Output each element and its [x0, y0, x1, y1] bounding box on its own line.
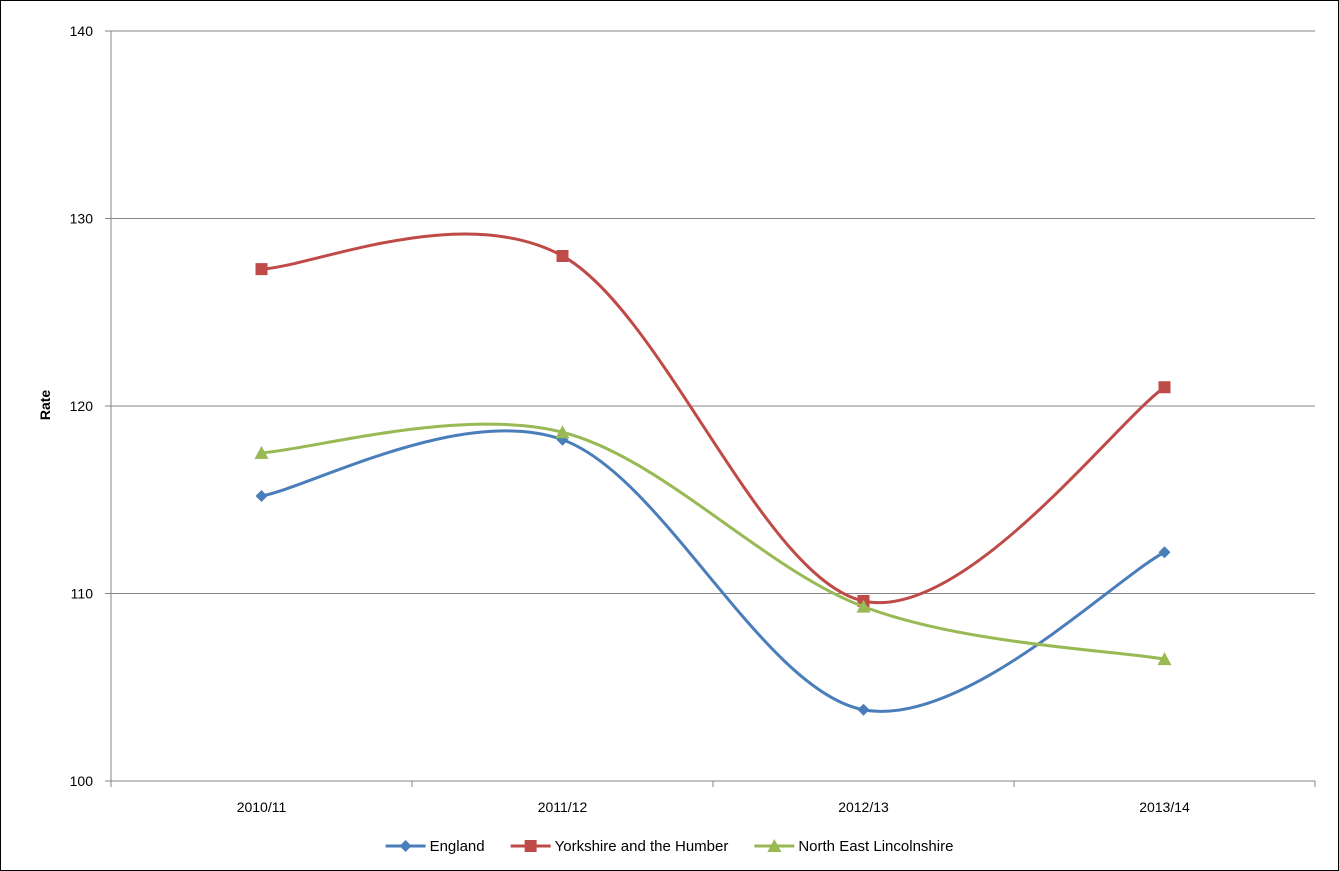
- y-axis-title: Rate: [37, 390, 53, 421]
- data-point-yorkshire-and-the-humber: [556, 250, 569, 262]
- data-point-yorkshire-and-the-humber: [255, 263, 268, 276]
- data-point-north-east-lincolnshire: [1157, 652, 1172, 666]
- legend-swatch-marker: [524, 840, 537, 852]
- data-point-north-east-lincolnshire: [856, 599, 871, 613]
- legend-label: England: [430, 838, 485, 855]
- legend-label: North East Lincolnshire: [798, 838, 953, 855]
- x-tick-label: 2010/11: [237, 799, 287, 815]
- data-point-england: [857, 703, 870, 716]
- series-north-east-lincolnshire: [254, 422, 1172, 666]
- y-tick-label: 140: [70, 23, 94, 39]
- legend-item: England: [385, 838, 485, 855]
- series-line-yorkshire-and-the-humber: [261, 232, 1166, 605]
- legend-item: Yorkshire and the Humber: [510, 838, 729, 855]
- data-point-north-east-lincolnshire: [254, 445, 269, 459]
- series: [254, 232, 1172, 716]
- x-tick-label: 2012/13: [838, 799, 889, 815]
- x-tick-label: 2011/12: [538, 799, 588, 815]
- y-tick-label: 120: [70, 398, 94, 414]
- y-tick-labels: 100 110 120 130 140: [70, 23, 94, 789]
- y-tick-label: 100: [70, 773, 94, 789]
- legend-swatch-marker: [767, 839, 782, 852]
- legend-swatch-marker: [399, 840, 412, 852]
- series-line-england: [261, 429, 1166, 713]
- y-tick-label: 110: [71, 586, 94, 602]
- y-tick-label: 130: [70, 211, 94, 227]
- axes: [105, 30, 1316, 787]
- data-point-england: [1158, 546, 1171, 559]
- data-point-north-east-lincolnshire: [555, 425, 570, 439]
- gridlines: [111, 30, 1315, 594]
- series-yorkshire-and-the-humber: [255, 232, 1171, 607]
- legend-item: North East Lincolnshire: [754, 838, 953, 855]
- series-line-north-east-lincolnshire: [261, 422, 1165, 661]
- x-tick-labels: 2010/11 2011/12 2012/13 2013/14: [237, 799, 1190, 815]
- data-point-yorkshire-and-the-humber: [1158, 381, 1171, 394]
- x-tick-label: 2013/14: [1139, 799, 1190, 815]
- series-england: [255, 429, 1171, 716]
- legend: England Yorkshire and the Humber North Eas…: [385, 838, 953, 855]
- legend-label: Yorkshire and the Humber: [555, 838, 729, 855]
- data-point-england: [255, 490, 268, 502]
